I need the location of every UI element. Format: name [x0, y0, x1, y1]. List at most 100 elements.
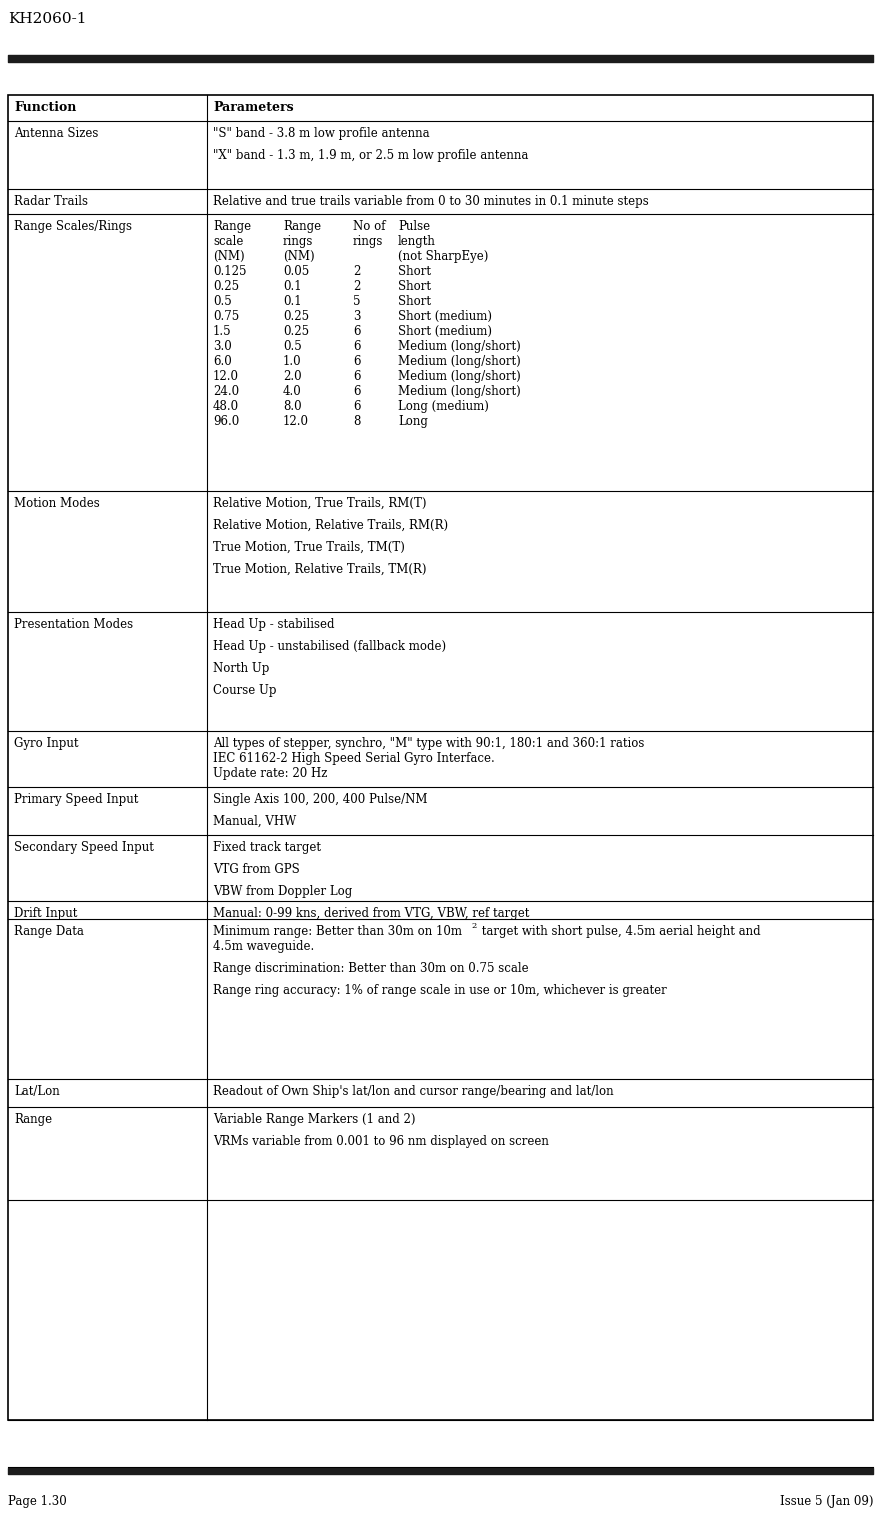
Text: 2: 2 [471, 922, 477, 929]
Text: 0.5: 0.5 [283, 340, 302, 353]
Text: Range: Range [283, 220, 322, 233]
Text: target with short pulse, 4.5m aerial height and: target with short pulse, 4.5m aerial hei… [478, 925, 760, 938]
Text: Lat/Lon: Lat/Lon [14, 1085, 60, 1099]
Text: Medium (long/short): Medium (long/short) [398, 356, 521, 368]
Text: Update rate: 20 Hz: Update rate: 20 Hz [213, 768, 328, 780]
Text: Fixed track target: Fixed track target [213, 841, 321, 855]
Text: 0.75: 0.75 [213, 310, 240, 324]
Text: Long (medium): Long (medium) [398, 400, 489, 414]
Text: Gyro Input: Gyro Input [14, 737, 78, 749]
Text: Short: Short [398, 279, 431, 293]
Text: 6: 6 [353, 340, 360, 353]
Text: 12.0: 12.0 [283, 415, 309, 427]
Text: Range Data: Range Data [14, 925, 84, 938]
Text: "X" band - 1.3 m, 1.9 m, or 2.5 m low profile antenna: "X" band - 1.3 m, 1.9 m, or 2.5 m low pr… [213, 150, 529, 162]
Text: Readout of Own Ship's lat/lon and cursor range/bearing and lat/lon: Readout of Own Ship's lat/lon and cursor… [213, 1085, 614, 1099]
Text: 6: 6 [353, 400, 360, 414]
Text: VRMs variable from 0.001 to 96 nm displayed on screen: VRMs variable from 0.001 to 96 nm displa… [213, 1135, 549, 1148]
Text: 3.0: 3.0 [213, 340, 232, 353]
Text: Radar Trails: Radar Trails [14, 195, 88, 208]
Text: Secondary Speed Input: Secondary Speed Input [14, 841, 154, 855]
Text: (NM): (NM) [283, 250, 315, 262]
Text: Range: Range [14, 1112, 52, 1126]
Text: Course Up: Course Up [213, 684, 277, 697]
Text: Short (medium): Short (medium) [398, 325, 492, 337]
Text: 6: 6 [353, 385, 360, 398]
Text: Medium (long/short): Medium (long/short) [398, 385, 521, 398]
Text: length: length [398, 235, 436, 249]
Text: rings: rings [283, 235, 314, 249]
Text: Parameters: Parameters [213, 101, 293, 114]
Text: 48.0: 48.0 [213, 400, 239, 414]
Text: Long: Long [398, 415, 428, 427]
Text: Relative and true trails variable from 0 to 30 minutes in 0.1 minute steps: Relative and true trails variable from 0… [213, 195, 648, 208]
Text: Short: Short [398, 295, 431, 308]
Text: 6: 6 [353, 369, 360, 383]
Text: 4.0: 4.0 [283, 385, 302, 398]
Text: VTG from GPS: VTG from GPS [213, 864, 300, 876]
Text: Relative Motion, Relative Trails, RM(R): Relative Motion, Relative Trails, RM(R) [213, 519, 448, 533]
Text: Short: Short [398, 266, 431, 278]
Text: Presentation Modes: Presentation Modes [14, 618, 133, 630]
Text: 0.1: 0.1 [283, 279, 301, 293]
Text: 6: 6 [353, 325, 360, 337]
Text: scale: scale [213, 235, 243, 249]
Text: Head Up - stabilised: Head Up - stabilised [213, 618, 335, 630]
Text: Variable Range Markers (1 and 2): Variable Range Markers (1 and 2) [213, 1112, 416, 1126]
Text: rings: rings [353, 235, 383, 249]
Text: 0.25: 0.25 [283, 310, 309, 324]
Text: 2: 2 [353, 279, 360, 293]
Text: 8.0: 8.0 [283, 400, 301, 414]
Text: Short (medium): Short (medium) [398, 310, 492, 324]
Text: 12.0: 12.0 [213, 369, 239, 383]
Text: True Motion, True Trails, TM(T): True Motion, True Trails, TM(T) [213, 542, 405, 554]
Text: Function: Function [14, 101, 77, 114]
Text: (not SharpEye): (not SharpEye) [398, 250, 488, 262]
Text: Drift Input: Drift Input [14, 906, 78, 920]
Text: All types of stepper, synchro, "M" type with 90:1, 180:1 and 360:1 ratios: All types of stepper, synchro, "M" type … [213, 737, 644, 749]
Text: Single Axis 100, 200, 400 Pulse/NM: Single Axis 100, 200, 400 Pulse/NM [213, 794, 427, 806]
Text: Relative Motion, True Trails, RM(T): Relative Motion, True Trails, RM(T) [213, 497, 426, 510]
Text: Range Scales/Rings: Range Scales/Rings [14, 220, 132, 233]
Text: 8: 8 [353, 415, 360, 427]
Text: 0.125: 0.125 [213, 266, 247, 278]
Text: 0.5: 0.5 [213, 295, 232, 308]
Text: 1.5: 1.5 [213, 325, 232, 337]
Text: Issue 5 (Jan 09): Issue 5 (Jan 09) [780, 1495, 873, 1508]
Text: Manual, VHW: Manual, VHW [213, 815, 296, 829]
Text: 2: 2 [353, 266, 360, 278]
Text: Range discrimination: Better than 30m on 0.75 scale: Range discrimination: Better than 30m on… [213, 961, 529, 975]
Text: KH2060-1: KH2060-1 [8, 12, 86, 26]
Text: Medium (long/short): Medium (long/short) [398, 340, 521, 353]
Text: 1.0: 1.0 [283, 356, 301, 368]
Text: (NM): (NM) [213, 250, 245, 262]
Text: 0.05: 0.05 [283, 266, 309, 278]
Text: 6.0: 6.0 [213, 356, 232, 368]
Text: Primary Speed Input: Primary Speed Input [14, 794, 138, 806]
Text: 0.25: 0.25 [283, 325, 309, 337]
Text: Manual: 0-99 kns, derived from VTG, VBW, ref target: Manual: 0-99 kns, derived from VTG, VBW,… [213, 906, 529, 920]
Text: Antenna Sizes: Antenna Sizes [14, 127, 99, 140]
Text: 3: 3 [353, 310, 360, 324]
Bar [8, 95, 873, 1421]
Text: No of: No of [353, 220, 386, 233]
Text: 5: 5 [353, 295, 360, 308]
Text: True Motion, Relative Trails, TM(R): True Motion, Relative Trails, TM(R) [213, 563, 426, 575]
Text: 0.1: 0.1 [283, 295, 301, 308]
Text: 2.0: 2.0 [283, 369, 301, 383]
Text: "S" band - 3.8 m low profile antenna: "S" band - 3.8 m low profile antenna [213, 127, 430, 140]
Text: VBW from Doppler Log: VBW from Doppler Log [213, 885, 352, 897]
Text: Page 1.30: Page 1.30 [8, 1495, 67, 1508]
Text: Medium (long/short): Medium (long/short) [398, 369, 521, 383]
Text: 4.5m waveguide.: 4.5m waveguide. [213, 940, 315, 954]
Text: Motion Modes: Motion Modes [14, 497, 100, 510]
Text: 96.0: 96.0 [213, 415, 240, 427]
Text: Pulse: Pulse [398, 220, 430, 233]
Text: 24.0: 24.0 [213, 385, 239, 398]
Text: Minimum range: Better than 30m on 10m: Minimum range: Better than 30m on 10m [213, 925, 462, 938]
Text: IEC 61162-2 High Speed Serial Gyro Interface.: IEC 61162-2 High Speed Serial Gyro Inter… [213, 752, 495, 765]
Text: 6: 6 [353, 356, 360, 368]
Text: North Up: North Up [213, 662, 270, 674]
Text: 0.25: 0.25 [213, 279, 239, 293]
Text: Range ring accuracy: 1% of range scale in use or 10m, whichever is greater: Range ring accuracy: 1% of range scale i… [213, 984, 667, 996]
